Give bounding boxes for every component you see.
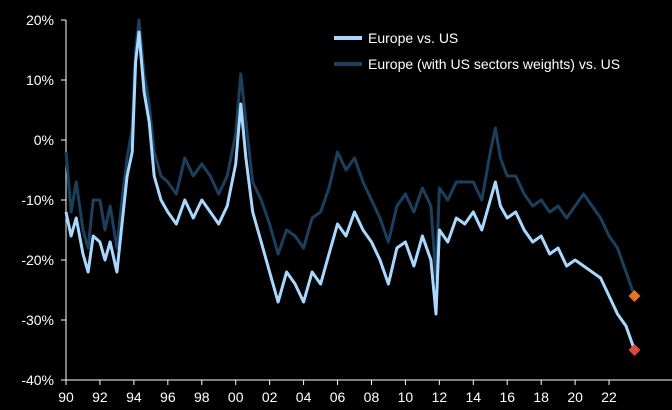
- end-marker-europe-vs-us: [628, 344, 641, 356]
- x-tick-label: 14: [466, 389, 482, 405]
- x-tick-label: 16: [499, 389, 515, 405]
- x-tick-label: 94: [126, 389, 142, 405]
- x-tick-label: 10: [398, 389, 414, 405]
- y-tick-label: -40%: [21, 372, 54, 388]
- end-marker-europe-us-weights: [628, 290, 641, 302]
- y-tick-label: 0%: [34, 132, 54, 148]
- legend-label-europe-vs-us: Europe vs. US: [368, 30, 458, 46]
- legend-label-europe-us-weights: Europe (with US sectors weights) vs. US: [368, 56, 620, 72]
- x-tick-label: 18: [533, 389, 549, 405]
- x-tick-label: 90: [58, 389, 74, 405]
- series-layer: [64, 18, 641, 356]
- y-tick-label: 20%: [26, 12, 54, 28]
- x-tick-label: 20: [567, 389, 583, 405]
- x-axis: 90 92 94 96 98 00 02 04 06 08 10 12 14 16 18 20 22: [58, 380, 617, 405]
- x-tick-label: 08: [364, 389, 380, 405]
- x-tick-label: 92: [92, 389, 108, 405]
- x-tick-label: 04: [296, 389, 312, 405]
- x-tick-label: 96: [160, 389, 176, 405]
- y-tick-label: 10%: [26, 72, 54, 88]
- y-axis: 20% 10% 0% -10% -20% -30% -40%: [21, 12, 66, 388]
- x-tick-label: 98: [194, 389, 210, 405]
- x-tick-label: 12: [432, 389, 448, 405]
- x-tick-label: 00: [228, 389, 244, 405]
- x-tick-label: 22: [601, 389, 617, 405]
- y-tick-label: -20%: [21, 252, 54, 268]
- series-line-europe-vs-us: [64, 30, 636, 351]
- y-tick-label: -10%: [21, 192, 54, 208]
- legend: Europe vs. US Europe (with US sectors we…: [334, 30, 620, 72]
- x-tick-label: 02: [262, 389, 278, 405]
- x-tick-label: 06: [330, 389, 346, 405]
- y-tick-label: -30%: [21, 312, 54, 328]
